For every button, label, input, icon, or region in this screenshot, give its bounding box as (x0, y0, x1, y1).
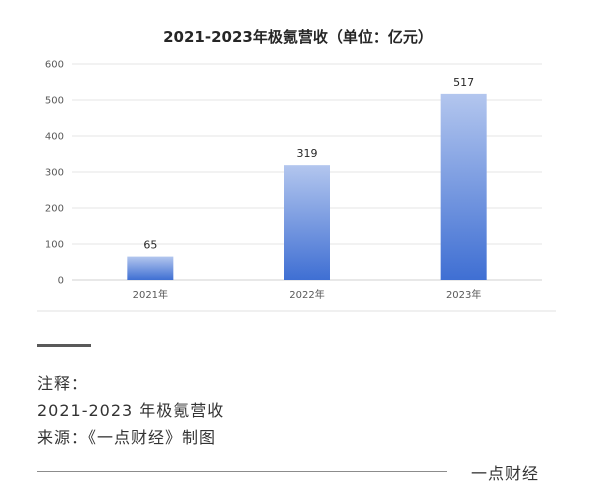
y-tick-label: 400 (45, 132, 64, 143)
bar (127, 256, 174, 280)
y-tick-label: 0 (58, 276, 64, 287)
y-tick-label: 100 (45, 240, 64, 251)
brand-name: 一点财经 (471, 464, 540, 483)
section-divider (37, 344, 91, 347)
data-label: 319 (297, 147, 318, 160)
bar (284, 165, 330, 280)
footer-divider (37, 471, 447, 472)
x-tick-label: 2023年 (446, 288, 481, 301)
x-tick-label: 2022年 (289, 288, 324, 301)
bar (440, 93, 487, 280)
y-tick-label: 600 (45, 60, 64, 71)
notes-block: 注释： 2021-2023 年极氪营收 来源：《一点财经》制图 (37, 370, 224, 451)
y-axis-ticks: 0 100 200 300 400 500 600 (45, 60, 64, 287)
bars (127, 93, 487, 280)
notes-description: 2021-2023 年极氪营收 (37, 401, 225, 420)
y-tick-label: 300 (45, 168, 64, 179)
x-axis-ticks: 2021年 2022年 2023年 (133, 288, 482, 301)
y-tick-label: 500 (45, 96, 64, 107)
notes-source: 来源：《一点财经》制图 (37, 428, 217, 447)
y-tick-label: 200 (45, 204, 64, 215)
data-labels: 65 319 517 (143, 76, 474, 252)
revenue-bar-chart: 2021-2023年极氪营收（单位：亿元） 0 100 200 300 400 500 60… (37, 28, 556, 312)
notes-heading: 注释： (37, 374, 89, 393)
data-label: 65 (143, 239, 157, 252)
data-label: 517 (453, 76, 474, 89)
x-tick-label: 2021年 (133, 288, 168, 301)
chart-title: 2021-2023年极氪营收（单位：亿元） (163, 28, 433, 46)
